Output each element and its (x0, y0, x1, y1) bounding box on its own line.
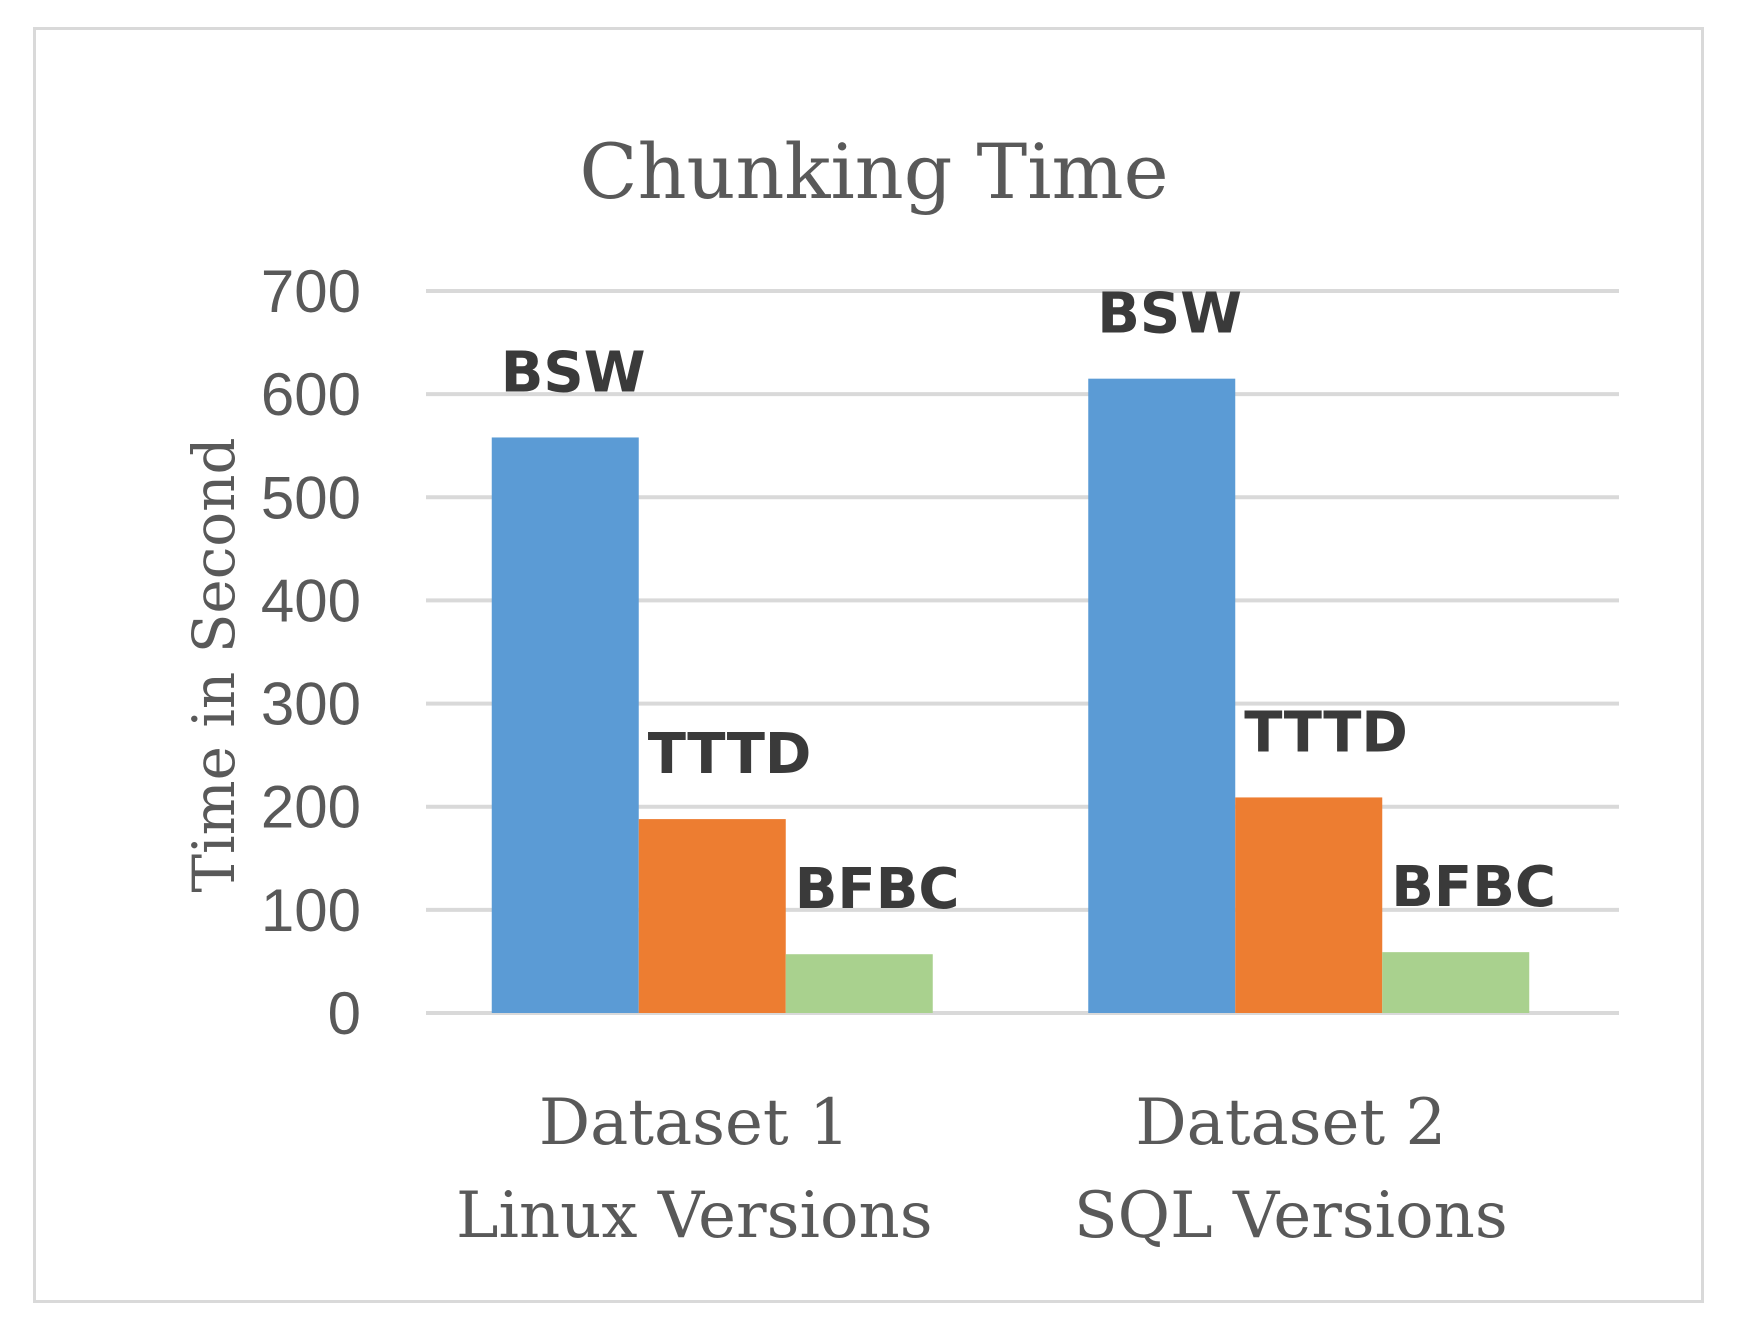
chart-frame: Chunking Time Time in Second 0 100 200 300 4… (33, 27, 1704, 1303)
y-tick-label: 300 (261, 671, 361, 738)
bars (491, 378, 1530, 1014)
y-tick-label: 400 (261, 567, 361, 634)
y-tick-label: 200 (261, 774, 361, 841)
bar-chart: Chunking Time Time in Second 0 100 200 300 4… (180, 127, 1619, 1253)
y-tick-label: 0 (328, 980, 361, 1047)
y-tick-label: 500 (261, 464, 361, 531)
chart-title: Chunking Time (579, 127, 1168, 216)
bar-label-bsw: BSW (1097, 282, 1242, 347)
bar-bfbc-1 (785, 954, 933, 1013)
bar-bfbc-2 (1382, 952, 1530, 1013)
y-tick-label: 700 (261, 258, 361, 325)
bar-tttd-2 (1235, 797, 1383, 1013)
x-category-label: Dataset 2 (1135, 1086, 1446, 1160)
bar-tttd-1 (638, 819, 786, 1013)
x-axis-categories: Dataset 1 Linux Versions Dataset 2 SQL Vers… (456, 1086, 1508, 1253)
bar-label-bfbc: BFBC (1391, 855, 1556, 920)
bar-label-tttd: TTTD (1244, 700, 1408, 765)
y-axis-ticks: 0 100 200 300 400 500 600 700 (261, 258, 361, 1047)
y-tick-label: 600 (261, 361, 361, 428)
y-axis-label: Time in Second (180, 437, 248, 892)
bar-label-bfbc: BFBC (795, 857, 960, 922)
x-category-label: SQL Versions (1074, 1179, 1508, 1253)
bar-labels: BSW TTTD BFBC BSW TTTD BFBC (501, 282, 1556, 923)
bar-label-bsw: BSW (501, 340, 646, 405)
x-category-label: Dataset 1 (539, 1086, 850, 1160)
bar-label-tttd: TTTD (648, 722, 812, 787)
bar-bsw-1 (491, 437, 639, 1013)
bar-bsw-2 (1088, 378, 1236, 1014)
y-tick-label: 100 (261, 877, 361, 944)
x-category-label: Linux Versions (456, 1179, 933, 1253)
